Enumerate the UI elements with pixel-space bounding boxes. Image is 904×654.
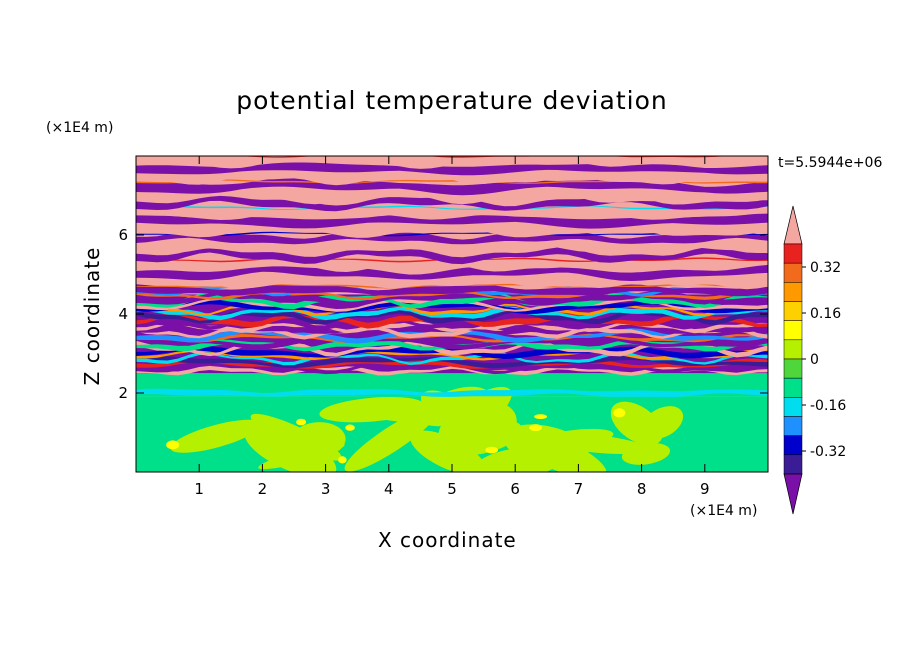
field-blob <box>344 407 439 472</box>
field-band <box>136 299 768 314</box>
field-band <box>136 373 768 385</box>
field-band <box>136 365 768 376</box>
colorbar-extend-top <box>783 205 803 245</box>
colorbar-tick-label: -0.32 <box>810 444 846 460</box>
field-blob <box>522 428 614 452</box>
field-band <box>136 186 768 205</box>
x-tick-label: 6 <box>510 480 520 498</box>
colorbar-extend-bottom <box>783 473 803 515</box>
field-blob <box>529 424 542 432</box>
field-blob <box>166 440 180 450</box>
time-label: t=5.5944e+06 <box>778 155 883 171</box>
field-band <box>136 290 768 306</box>
field-blob <box>250 413 342 461</box>
field-band <box>136 205 768 210</box>
y-tick-label: 6 <box>118 226 128 244</box>
field-band <box>136 273 768 290</box>
colorbar-segment <box>783 262 803 283</box>
field-band <box>136 388 768 397</box>
x-tick-label: 3 <box>321 480 331 498</box>
x-tick-label: 5 <box>447 480 457 498</box>
field-band <box>136 334 768 350</box>
heatmap-field <box>136 156 768 472</box>
colorbar-segment <box>783 339 803 360</box>
field-blob <box>438 386 512 441</box>
field-blob <box>170 419 262 453</box>
field-blob <box>534 414 547 420</box>
colorbar-segment <box>783 301 803 321</box>
field-blob <box>345 424 355 431</box>
field-band <box>136 333 768 343</box>
field-blob <box>338 456 347 464</box>
colorbar-tick-label: -0.16 <box>810 398 846 414</box>
field-band <box>136 231 768 237</box>
y-tick-label: 2 <box>118 384 128 402</box>
x-tick-label: 2 <box>258 480 268 498</box>
field-band <box>136 247 768 265</box>
field-band <box>136 213 768 229</box>
field-blob <box>621 442 671 465</box>
colorbar-tick-label: 0.32 <box>810 260 841 276</box>
field-band <box>136 241 768 254</box>
colorbar-tick-label: 0.16 <box>810 306 841 322</box>
colorbar-segment <box>783 454 803 475</box>
x-tick-label: 7 <box>574 480 584 498</box>
field-blob <box>244 425 337 472</box>
x-tick-label: 8 <box>637 480 647 498</box>
colorbar-segment <box>783 377 803 398</box>
field-band <box>136 325 768 340</box>
colorbar-segment <box>783 282 803 302</box>
field-band <box>136 297 768 312</box>
field-blob <box>410 430 486 472</box>
x-tick-label: 1 <box>194 480 204 498</box>
colorbar-segment <box>783 243 803 264</box>
x-tick-label: 4 <box>384 480 394 498</box>
field-band <box>136 340 768 358</box>
field-blob <box>420 390 469 425</box>
field-band <box>136 230 768 245</box>
y-tick-label: 4 <box>118 305 128 323</box>
colorbar-segment <box>783 320 803 341</box>
field-band <box>136 169 768 186</box>
field-blob <box>296 418 307 426</box>
field-blob <box>474 403 517 443</box>
field-band <box>136 264 768 281</box>
colorbar-segment <box>783 397 803 417</box>
field-blob <box>613 408 626 418</box>
field-blob <box>475 447 562 472</box>
field-blob <box>485 446 499 454</box>
colorbar-tick-label: 0 <box>810 352 819 368</box>
x-axis-label: X coordinate <box>378 528 517 552</box>
colorbar-segment <box>783 435 803 456</box>
chart-title: potential temperature deviation <box>236 86 668 115</box>
z-axis-unit-label: (×1E4 m) <box>46 120 114 136</box>
colorbar-segment <box>783 416 803 436</box>
field-band <box>199 156 729 158</box>
x-axis-unit-label: (×1E4 m) <box>690 503 758 519</box>
colorbar-segment <box>783 358 803 379</box>
x-tick-label: 9 <box>700 480 710 498</box>
